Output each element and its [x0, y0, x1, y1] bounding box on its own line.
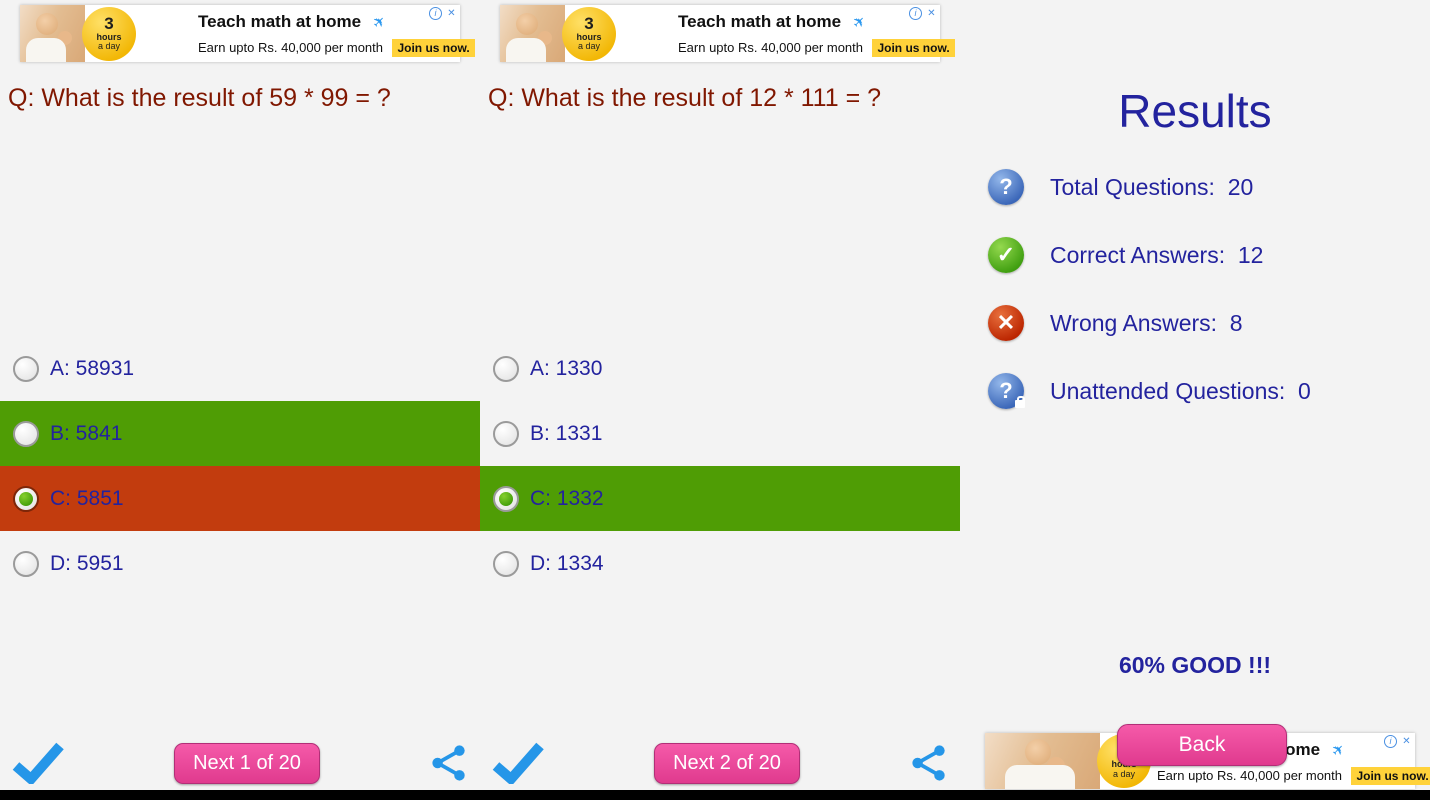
- option-label: D: 1334: [530, 551, 604, 575]
- ad-content: Teach math at home ✈ Earn upto Rs. 40,00…: [198, 11, 475, 57]
- ad-title: Teach math at home: [678, 12, 842, 31]
- radio-button[interactable]: [13, 355, 39, 382]
- question-icon: ?: [988, 169, 1024, 205]
- ad-banner[interactable]: 3 hours a day Teach math at home ✈ Earn …: [500, 5, 955, 62]
- radio-button[interactable]: [13, 485, 39, 512]
- ad-badge-line: hours: [96, 31, 122, 42]
- radio-button[interactable]: [493, 550, 519, 577]
- ad-close-icon[interactable]: ✕: [927, 8, 936, 19]
- result-label: Total Questions: 20: [1050, 173, 1254, 200]
- ad-subtitle: Earn upto Rs. 40,000 per month: [678, 40, 864, 55]
- option-label: C: 5851: [50, 486, 124, 510]
- system-nav-bar: [0, 790, 1430, 800]
- option-row-c[interactable]: C: 5851: [0, 466, 480, 531]
- lock-icon: [1015, 396, 1025, 408]
- bottom-bar: Next 2 of 20: [480, 740, 960, 786]
- ad-badge-line: a day: [577, 41, 601, 52]
- back-button[interactable]: Back: [1117, 724, 1287, 766]
- option-label: D: 5951: [50, 551, 124, 575]
- option-label: B: 1331: [530, 421, 603, 445]
- result-label: Correct Answers: 12: [1050, 241, 1264, 268]
- done-check-icon[interactable]: [492, 742, 544, 784]
- ad-subtitle: Earn upto Rs. 40,000 per month: [1157, 768, 1343, 783]
- ad-banner[interactable]: 3 hours a day Teach math at home ✈ Earn …: [20, 5, 475, 62]
- next-button[interactable]: Next 1 of 20: [174, 742, 320, 784]
- results-panel: Results ? Total Questions: 20 ✓ Correct …: [960, 0, 1430, 800]
- quiz-panel-2: 3 hours a day Teach math at home ✈ Earn …: [480, 0, 960, 800]
- option-row-d[interactable]: D: 1334: [480, 531, 960, 596]
- ad-image: [20, 5, 85, 62]
- option-row-b[interactable]: B: 5841: [0, 401, 480, 466]
- quiz-panel-1: 3 hours a day Teach math at home ✈ Earn …: [0, 0, 480, 800]
- ad-cta-button[interactable]: Join us now.: [392, 39, 475, 57]
- ad-info-icon[interactable]: i: [1384, 735, 1397, 748]
- ad-badge-line: 3: [584, 14, 594, 34]
- result-row-total: ? Total Questions: 20: [988, 168, 1311, 206]
- option-row-d[interactable]: D: 5951: [0, 531, 480, 596]
- share-icon[interactable]: [910, 744, 948, 782]
- score-text: 60% GOOD !!!: [1118, 652, 1272, 678]
- results-rows: ? Total Questions: 20 ✓ Correct Answers:…: [988, 168, 1311, 440]
- ad-image: [500, 5, 565, 62]
- cross-icon: ✕: [988, 305, 1024, 341]
- option-label: C: 1332: [530, 486, 604, 510]
- radio-button[interactable]: [493, 485, 519, 512]
- option-label: A: 58931: [50, 356, 135, 380]
- ad-badge: 3 hours a day: [562, 6, 616, 61]
- option-row-b[interactable]: B: 1331: [480, 401, 960, 466]
- ad-badge-line: 3: [104, 14, 114, 34]
- radio-button[interactable]: [13, 550, 39, 577]
- options-list: A: 58931 B: 5841 C: 5851 D: 5951: [0, 336, 480, 596]
- result-label: Wrong Answers: 8: [1050, 309, 1243, 336]
- rocket-icon: ✈: [1327, 739, 1349, 761]
- result-row-unattended: ? Unattended Questions: 0: [988, 372, 1311, 410]
- result-row-wrong: ✕ Wrong Answers: 8: [988, 304, 1311, 342]
- radio-button[interactable]: [493, 355, 519, 382]
- ad-image: [985, 733, 1100, 789]
- ad-info-icon[interactable]: i: [909, 7, 922, 20]
- question-text: Q: What is the result of 12 * 111 = ?: [488, 84, 882, 112]
- options-list: A: 1330 B: 1331 C: 1332 D: 1334: [480, 336, 960, 596]
- ad-content: Teach math at home ✈ Earn upto Rs. 40,00…: [678, 11, 955, 57]
- option-label: B: 5841: [50, 421, 123, 445]
- ad-info-icon[interactable]: i: [429, 7, 442, 20]
- rocket-icon: ✈: [848, 11, 870, 33]
- bottom-bar: Next 1 of 20: [0, 740, 480, 786]
- page-title: Results: [1118, 85, 1272, 137]
- ad-badge-line: hours: [576, 31, 602, 42]
- option-row-c[interactable]: C: 1332: [480, 466, 960, 531]
- option-row-a[interactable]: A: 1330: [480, 336, 960, 401]
- question-lock-icon: ?: [988, 373, 1025, 409]
- ad-cta-button[interactable]: Join us now.: [1351, 767, 1430, 785]
- ad-title: Teach math at home: [198, 12, 362, 31]
- share-icon[interactable]: [430, 744, 468, 782]
- ad-close-icon[interactable]: ✕: [447, 8, 456, 19]
- question-glyph: ?: [999, 378, 1013, 403]
- ad-cta-button[interactable]: Join us now.: [872, 39, 955, 57]
- ad-close-icon[interactable]: ✕: [1402, 736, 1411, 747]
- ad-subtitle: Earn upto Rs. 40,000 per month: [198, 40, 384, 55]
- radio-button[interactable]: [13, 420, 39, 447]
- ad-badge: 3 hours a day: [82, 6, 136, 61]
- radio-button[interactable]: [493, 420, 519, 447]
- rocket-icon: ✈: [368, 11, 390, 33]
- result-label: Unattended Questions: 0: [1050, 377, 1311, 404]
- question-text: Q: What is the result of 59 * 99 = ?: [8, 84, 391, 112]
- check-icon: ✓: [988, 237, 1024, 273]
- done-check-icon[interactable]: [12, 742, 64, 784]
- option-label: A: 1330: [530, 356, 603, 380]
- ad-badge-line: a day: [1112, 768, 1136, 779]
- next-button[interactable]: Next 2 of 20: [654, 742, 800, 784]
- ad-badge-line: a day: [97, 41, 121, 52]
- option-row-a[interactable]: A: 58931: [0, 336, 480, 401]
- result-row-correct: ✓ Correct Answers: 12: [988, 236, 1311, 274]
